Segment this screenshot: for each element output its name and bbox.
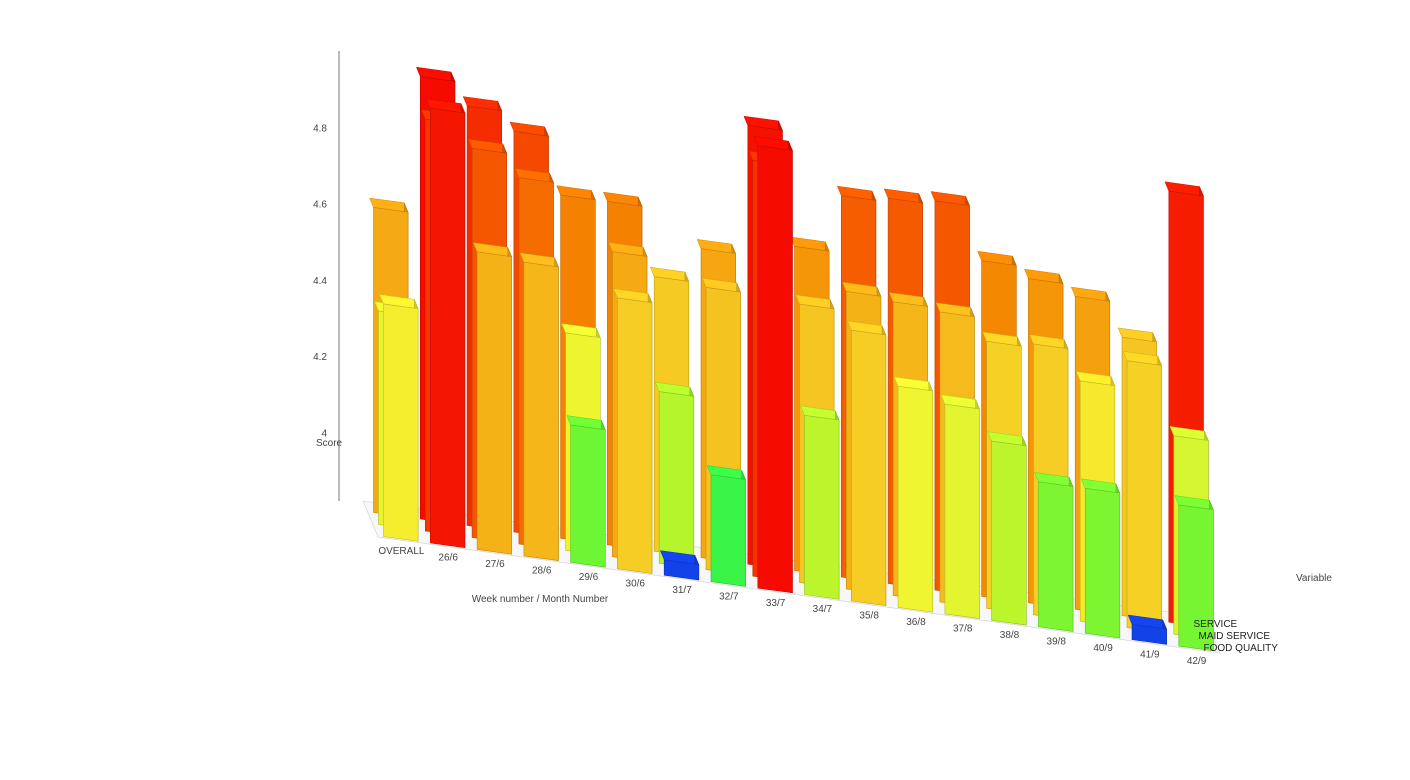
- x-tick-label: 33/7: [766, 598, 786, 609]
- y-tick-label: 4: [321, 428, 327, 439]
- bar-maid-service-6: [654, 381, 695, 569]
- series-label: FOOD QUALITY: [1204, 643, 1279, 654]
- bar-front: [476, 251, 513, 555]
- x-tick-label: 35/8: [859, 611, 879, 622]
- bar-food-quality-5: [613, 288, 653, 574]
- x-tick-label: 34/7: [813, 604, 833, 615]
- bar-food-quality-11: [893, 376, 934, 613]
- bar-front: [944, 403, 980, 619]
- x-tick-label: 26/6: [438, 553, 458, 564]
- bar-food-quality-1: [426, 98, 466, 549]
- bar-food-quality-12: [940, 394, 980, 619]
- y-tick-label: 4.2: [313, 352, 327, 363]
- bar-food-quality-7: [706, 465, 747, 587]
- y-axis-title: Score: [316, 438, 343, 449]
- x-tick-label: 31/7: [672, 585, 692, 596]
- bar-food-quality-2: [472, 242, 513, 555]
- bar-food-quality-17: [1174, 495, 1214, 652]
- x-tick-label: 32/7: [719, 591, 739, 602]
- y-tick-label: 4.8: [313, 123, 327, 134]
- bar-front: [850, 329, 887, 607]
- bar-front: [383, 303, 419, 542]
- bars: [369, 66, 1214, 652]
- bar-front: [804, 414, 840, 600]
- bar-front: [663, 559, 700, 581]
- bar-front: [757, 145, 793, 594]
- series-label: MAID SERVICE: [1199, 631, 1271, 642]
- bar-front: [658, 391, 695, 569]
- bar-front: [991, 440, 1027, 626]
- series-label: SERVICE: [1194, 619, 1238, 630]
- bar-food-quality-14: [1034, 472, 1074, 632]
- x-tick-label: 39/8: [1047, 636, 1067, 647]
- bar-front: [1178, 504, 1214, 652]
- x-tick-label: 29/6: [579, 572, 599, 583]
- bar-front: [523, 261, 559, 561]
- bar-front: [710, 474, 746, 587]
- bar-food-quality-4: [566, 415, 606, 568]
- x-tick-label: 36/8: [906, 617, 926, 628]
- x-tick-label: 42/9: [1187, 656, 1207, 667]
- bar-front: [570, 424, 606, 568]
- bar-food-quality-3: [519, 252, 559, 561]
- bar-front: [1084, 487, 1121, 639]
- x-tick-label: 37/8: [953, 624, 973, 635]
- x-tick-label: 40/9: [1093, 643, 1113, 654]
- x-tick-label: 41/9: [1140, 649, 1160, 660]
- x-axis-title: Week number / Month Number: [472, 594, 609, 605]
- bar-food-quality-15: [1080, 478, 1121, 639]
- bar-food-quality-0: [379, 294, 419, 542]
- bar-food-quality-9: [800, 405, 840, 600]
- x-tick-label: 38/8: [1000, 630, 1020, 641]
- bar-front: [1038, 481, 1074, 632]
- bar-front: [1131, 624, 1167, 645]
- bar-food-quality-13: [987, 431, 1027, 626]
- bar-food-quality-10: [847, 320, 887, 607]
- bar-food-quality-6: [659, 550, 700, 581]
- bar-maid-service-16: [1122, 350, 1162, 633]
- bar-front: [617, 297, 653, 574]
- bar-front: [1126, 360, 1162, 633]
- labels: Score OVERALL 26/6 27/6 28/6 29/6 30/6 31/7 32/7…: [316, 438, 1332, 667]
- z-axis-title: Variable: [1296, 573, 1332, 584]
- x-tick-label: 30/6: [626, 578, 646, 589]
- bar-food-quality-8: [753, 135, 793, 594]
- bar-food-quality-16: [1127, 614, 1167, 645]
- x-tick-label: OVERALL: [378, 546, 425, 557]
- y-tick-label: 4.4: [313, 276, 327, 287]
- bar-front: [429, 107, 466, 549]
- bar-front: [897, 385, 934, 613]
- x-tick-label: 28/6: [532, 566, 552, 577]
- x-tick-label: 27/6: [485, 559, 505, 570]
- y-tick-label: 4.6: [313, 200, 327, 211]
